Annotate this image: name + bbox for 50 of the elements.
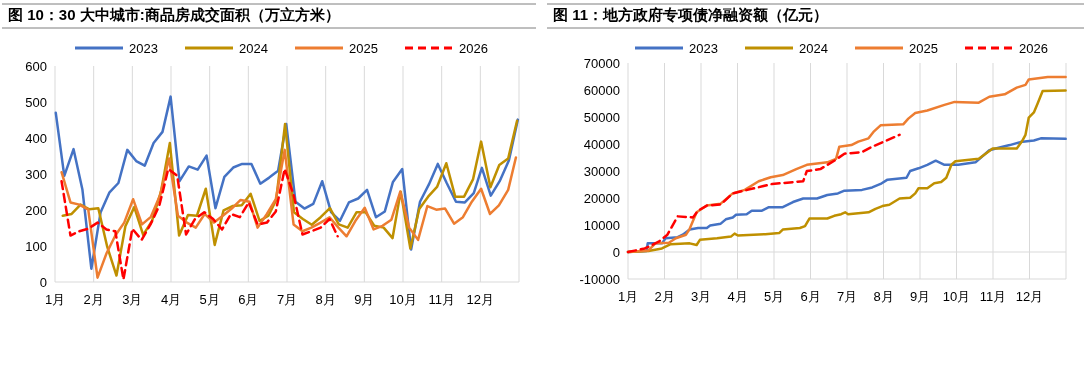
legend-label: 2025 (909, 41, 938, 56)
x-tick-label: 10月 (942, 289, 971, 304)
x-tick-label: 6月 (800, 289, 821, 304)
legend-label: 2023 (129, 41, 158, 56)
chart-title: 图 11：地方政府专项债净融资额（亿元） (553, 6, 829, 23)
y-tick-label: 70000 (583, 56, 620, 71)
chart-title: 图 10：30 大中城市:商品房成交面积（万立方米） (8, 6, 340, 23)
x-tick-label: 1月 (617, 289, 639, 304)
y-tick-label: 10000 (583, 218, 620, 233)
y-tick-label: 20000 (583, 191, 620, 206)
x-tick-label: 6月 (238, 292, 259, 307)
x-tick-label: 4月 (727, 289, 748, 304)
legend-label: 2026 (459, 41, 488, 56)
y-tick-label: 0 (39, 275, 47, 290)
x-tick-label: 9月 (909, 289, 931, 304)
x-tick-label: 5月 (199, 292, 220, 307)
x-tick-label: 11月 (428, 292, 455, 307)
x-tick-label: 4月 (160, 292, 182, 307)
x-tick-label: 8月 (315, 292, 336, 307)
y-tick-label: 60000 (583, 83, 620, 98)
y-tick-label: 200 (25, 203, 47, 218)
y-tick-label: 300 (25, 167, 47, 182)
y-tick-label: 400 (25, 131, 47, 146)
y-tick-label: 600 (25, 59, 47, 74)
x-tick-label: 5月 (763, 289, 785, 304)
y-tick-label: 50000 (583, 110, 620, 125)
x-tick-label: 7月 (836, 289, 858, 304)
x-tick-label: 7月 (276, 292, 298, 307)
legend-label: 2025 (349, 41, 378, 56)
legend-label: 2024 (239, 41, 268, 56)
x-tick-label: 1月 (44, 292, 66, 307)
y-tick-label: 40000 (583, 137, 620, 152)
x-tick-label: 2月 (654, 289, 675, 304)
x-tick-label: 10月 (389, 292, 417, 307)
y-tick-label: 0 (612, 245, 620, 260)
y-tick-label: 30000 (583, 164, 620, 179)
y-tick-label: -10000 (579, 272, 620, 287)
x-tick-label: 3月 (122, 292, 143, 307)
x-tick-label: 3月 (690, 289, 712, 304)
legend-label: 2026 (1019, 41, 1048, 56)
legend-label: 2024 (799, 41, 828, 56)
y-tick-label: 500 (25, 95, 47, 110)
x-tick-label: 11月 (979, 289, 1007, 304)
legend-label: 2023 (689, 41, 718, 56)
x-tick-label: 12月 (1015, 289, 1044, 304)
x-tick-label: 8月 (873, 289, 894, 304)
x-tick-label: 2月 (83, 292, 104, 307)
x-tick-label: 9月 (354, 292, 375, 307)
y-tick-label: 100 (25, 239, 47, 254)
x-tick-label: 12月 (466, 292, 495, 307)
